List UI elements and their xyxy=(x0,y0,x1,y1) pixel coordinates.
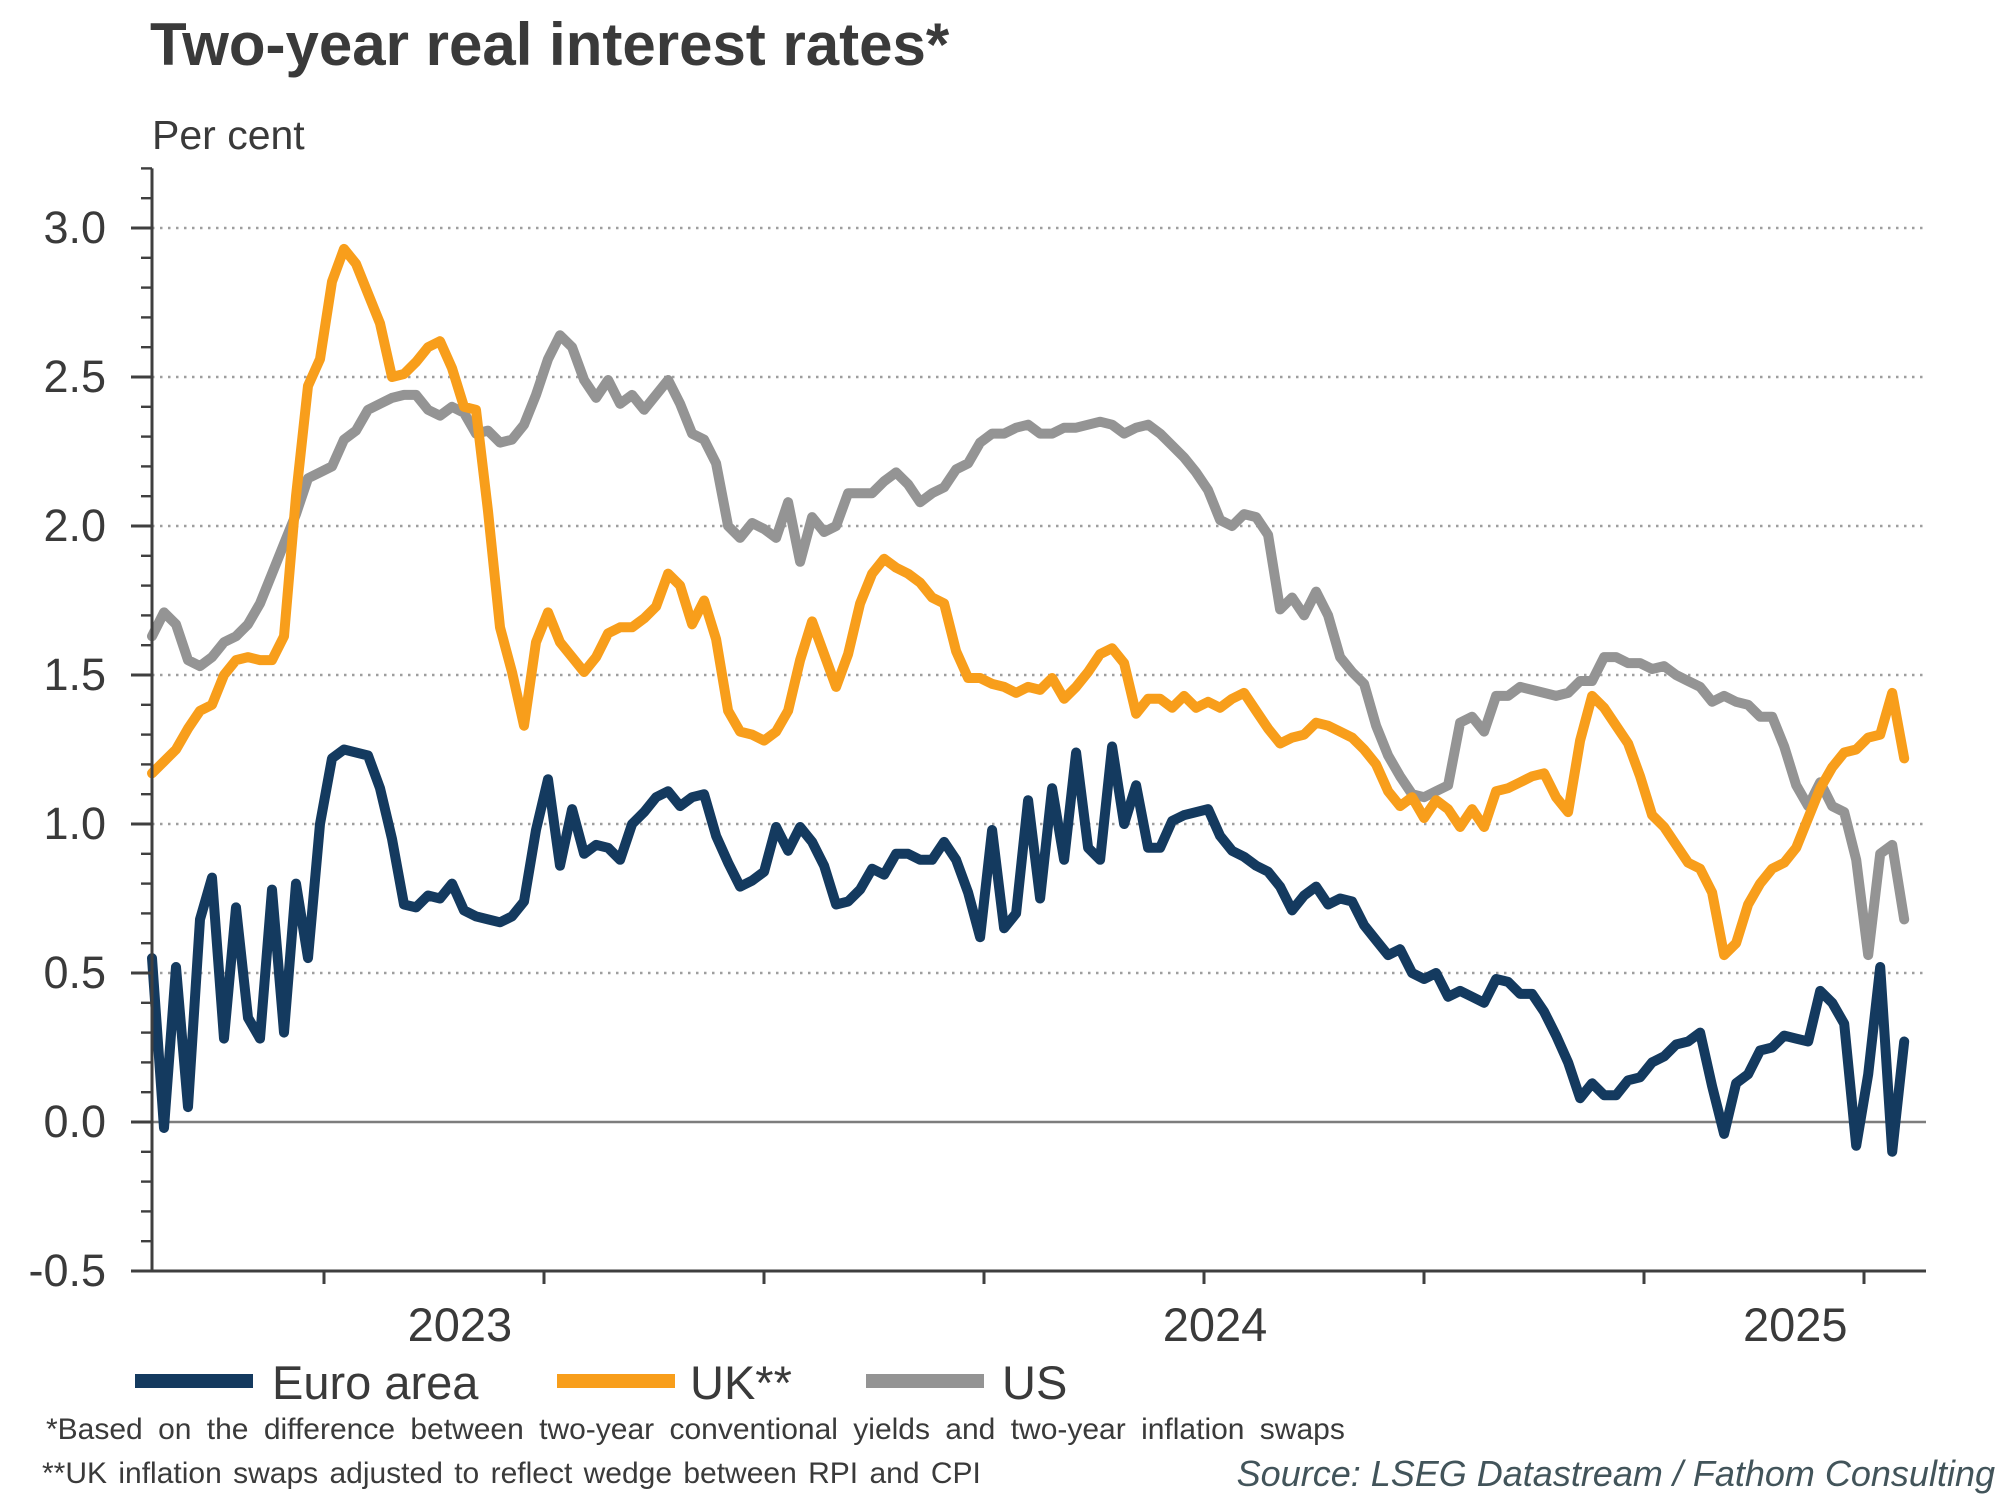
footnote-rpi-cpi-wedge: **UK inflation swaps adjusted to reflect… xyxy=(42,1457,981,1490)
legend-label-us: US xyxy=(1002,1356,1068,1409)
series-line-euro-area xyxy=(147,741,1910,1157)
legend-swatch-uk xyxy=(557,1374,675,1388)
chart-title: Two-year real interest rates* xyxy=(150,11,950,78)
y-tick-label--0.5: -0.5 xyxy=(28,1245,106,1296)
series-line-us xyxy=(147,330,1910,961)
y-tick-label-1.5: 1.5 xyxy=(43,649,106,700)
footnote-conventional-yields: *Based on the difference between two-yea… xyxy=(46,1413,1345,1446)
legend-swatch-euro-area xyxy=(135,1374,253,1388)
x-year-label-2024: 2024 xyxy=(1162,1298,1268,1351)
y-tick-label-1.0: 1.0 xyxy=(43,798,106,849)
series-line-uk-- xyxy=(147,243,1910,961)
legend-label-euro-area: Euro area xyxy=(272,1356,479,1409)
source-attribution: Source: LSEG Datastream / Fathom Consult… xyxy=(1236,1453,1995,1494)
y-axis-unit-label: Per cent xyxy=(152,112,305,158)
y-tick-label-3.0: 3.0 xyxy=(43,202,106,253)
y-tick-label-0.0: 0.0 xyxy=(43,1096,106,1147)
y-tick-label-2.5: 2.5 xyxy=(43,351,106,402)
legend-label-uk: UK** xyxy=(690,1356,792,1409)
y-tick-label-0.5: 0.5 xyxy=(43,947,106,998)
y-tick-label-2.0: 2.0 xyxy=(43,500,106,551)
legend-swatch-us xyxy=(866,1374,984,1388)
x-year-label-2023: 2023 xyxy=(407,1298,513,1351)
x-year-label-2025: 2025 xyxy=(1742,1298,1848,1351)
